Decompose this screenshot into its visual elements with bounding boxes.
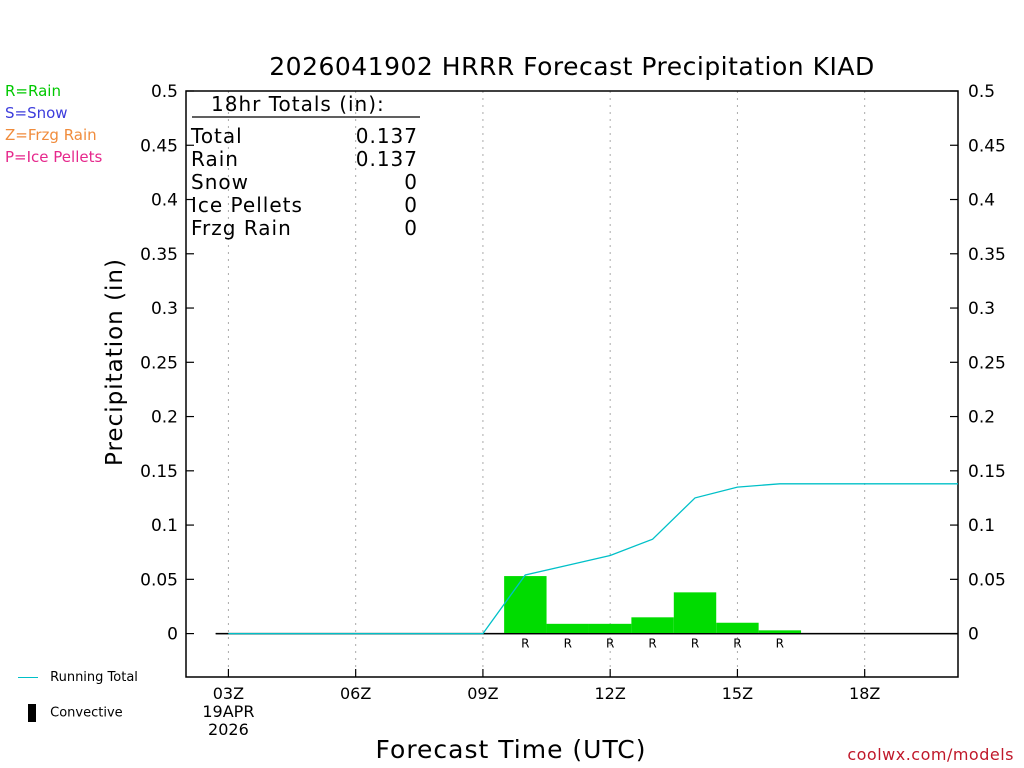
y-tick-label-right: 0.45	[968, 136, 1006, 156]
totals-row-value: 0	[404, 216, 418, 240]
convective-bar-icon	[28, 704, 36, 722]
x-tick-label: 03Z	[213, 684, 244, 703]
totals-row-value: 0.137	[356, 147, 418, 171]
y-tick-label-right: 0.2	[968, 408, 995, 428]
chart-title: 2026041902 HRRR Forecast Precipitation K…	[269, 52, 874, 81]
x-tick-label: 06Z	[340, 684, 371, 703]
y-tick-label-left: 0.15	[140, 462, 178, 482]
convective-label: Convective	[50, 705, 123, 721]
running-total-series	[228, 483, 958, 635]
running-total-line-icon	[18, 677, 38, 678]
totals-row-label: Ice Pellets	[191, 193, 303, 217]
y-axis-label: Precipitation (in)	[102, 258, 128, 466]
y-tick-label-left: 0.45	[140, 136, 178, 156]
precip-bar	[546, 623, 589, 634]
totals-box: 18hr Totals (in): Total 0.137 Rain 0.137 Sno…	[190, 92, 420, 240]
y-tick-label-right: 0.1	[968, 516, 995, 536]
y-tick-label-right: 0.25	[968, 353, 1006, 373]
y-tick-label-left: 0.3	[151, 299, 178, 319]
x-date-label: 19APR	[202, 702, 254, 721]
running-total-label: Running Total	[50, 670, 138, 685]
totals-row-value: 0	[404, 170, 418, 194]
precip-type-label: R	[691, 637, 699, 651]
precip-bar	[716, 622, 759, 634]
totals-row-value: 0	[404, 193, 418, 217]
running-total-line	[228, 483, 958, 635]
totals-header: 18hr Totals (in):	[211, 92, 385, 116]
precip-type-label: R	[564, 637, 572, 651]
axis-ticks: 0 00.05 0.050.1 0.10.15 0.150.2 0.20.25 0.250.…	[140, 82, 1006, 739]
plot-frame	[185, 90, 959, 678]
totals-row-label: Rain	[191, 147, 239, 171]
totals-row-label: Total	[190, 124, 243, 148]
y-tick-label-right: 0.35	[968, 245, 1006, 265]
legend-rain: R=Rain	[5, 82, 61, 100]
precip-type-label: R	[776, 637, 784, 651]
precip-type-label: R	[606, 637, 614, 651]
legend-ice-pellets: P=Ice Pellets	[5, 148, 103, 166]
x-date-label: 2026	[208, 720, 249, 739]
legend-frzg-rain: Z=Frzg Rain	[5, 126, 97, 144]
y-tick-label-right: 0.5	[968, 82, 995, 102]
site-credit: coolwx.com/models	[847, 745, 1014, 764]
precip-type-label: R	[733, 637, 741, 651]
x-tick-label: 12Z	[595, 684, 626, 703]
y-tick-label-left: 0	[167, 625, 178, 645]
y-tick-label-right: 0	[968, 625, 979, 645]
precip-bar	[504, 576, 547, 634]
y-tick-label-left: 0.35	[140, 245, 178, 265]
y-tick-label-left: 0.4	[151, 191, 178, 211]
y-tick-label-right: 0.15	[968, 462, 1006, 482]
y-tick-label-right: 0.05	[968, 570, 1006, 590]
totals-row-label: Frzg Rain	[191, 216, 292, 240]
legend-convective: Convective	[28, 704, 123, 722]
x-tick-label: 09Z	[467, 684, 498, 703]
precip-bar	[758, 630, 802, 634]
precip-bar	[673, 592, 717, 634]
totals-row-value: 0.137	[356, 124, 418, 148]
y-tick-label-left: 0.5	[151, 82, 178, 102]
y-tick-label-left: 0.25	[140, 353, 178, 373]
precip-type-label: R	[521, 637, 529, 651]
x-axis-label: Forecast Time (UTC)	[376, 735, 647, 764]
precip-bar	[631, 617, 674, 634]
y-tick-label-right: 0.4	[968, 191, 995, 211]
totals-row-label: Snow	[191, 170, 249, 194]
legend-running-total: Running Total	[18, 670, 138, 685]
y-tick-label-left: 0.2	[151, 408, 178, 428]
x-tick-label: 15Z	[722, 684, 753, 703]
y-tick-label-left: 0.05	[140, 570, 178, 590]
precip-bar	[588, 623, 632, 634]
precip-type-label: R	[648, 637, 656, 651]
axes	[185, 90, 959, 678]
legend-snow: S=Snow	[5, 104, 68, 122]
y-tick-label-right: 0.3	[968, 299, 995, 319]
x-tick-label: 18Z	[849, 684, 880, 703]
precip-type-legend: R=Rain S=Snow Z=Frzg Rain P=Ice Pellets	[5, 80, 102, 168]
y-tick-label-left: 0.1	[151, 516, 178, 536]
